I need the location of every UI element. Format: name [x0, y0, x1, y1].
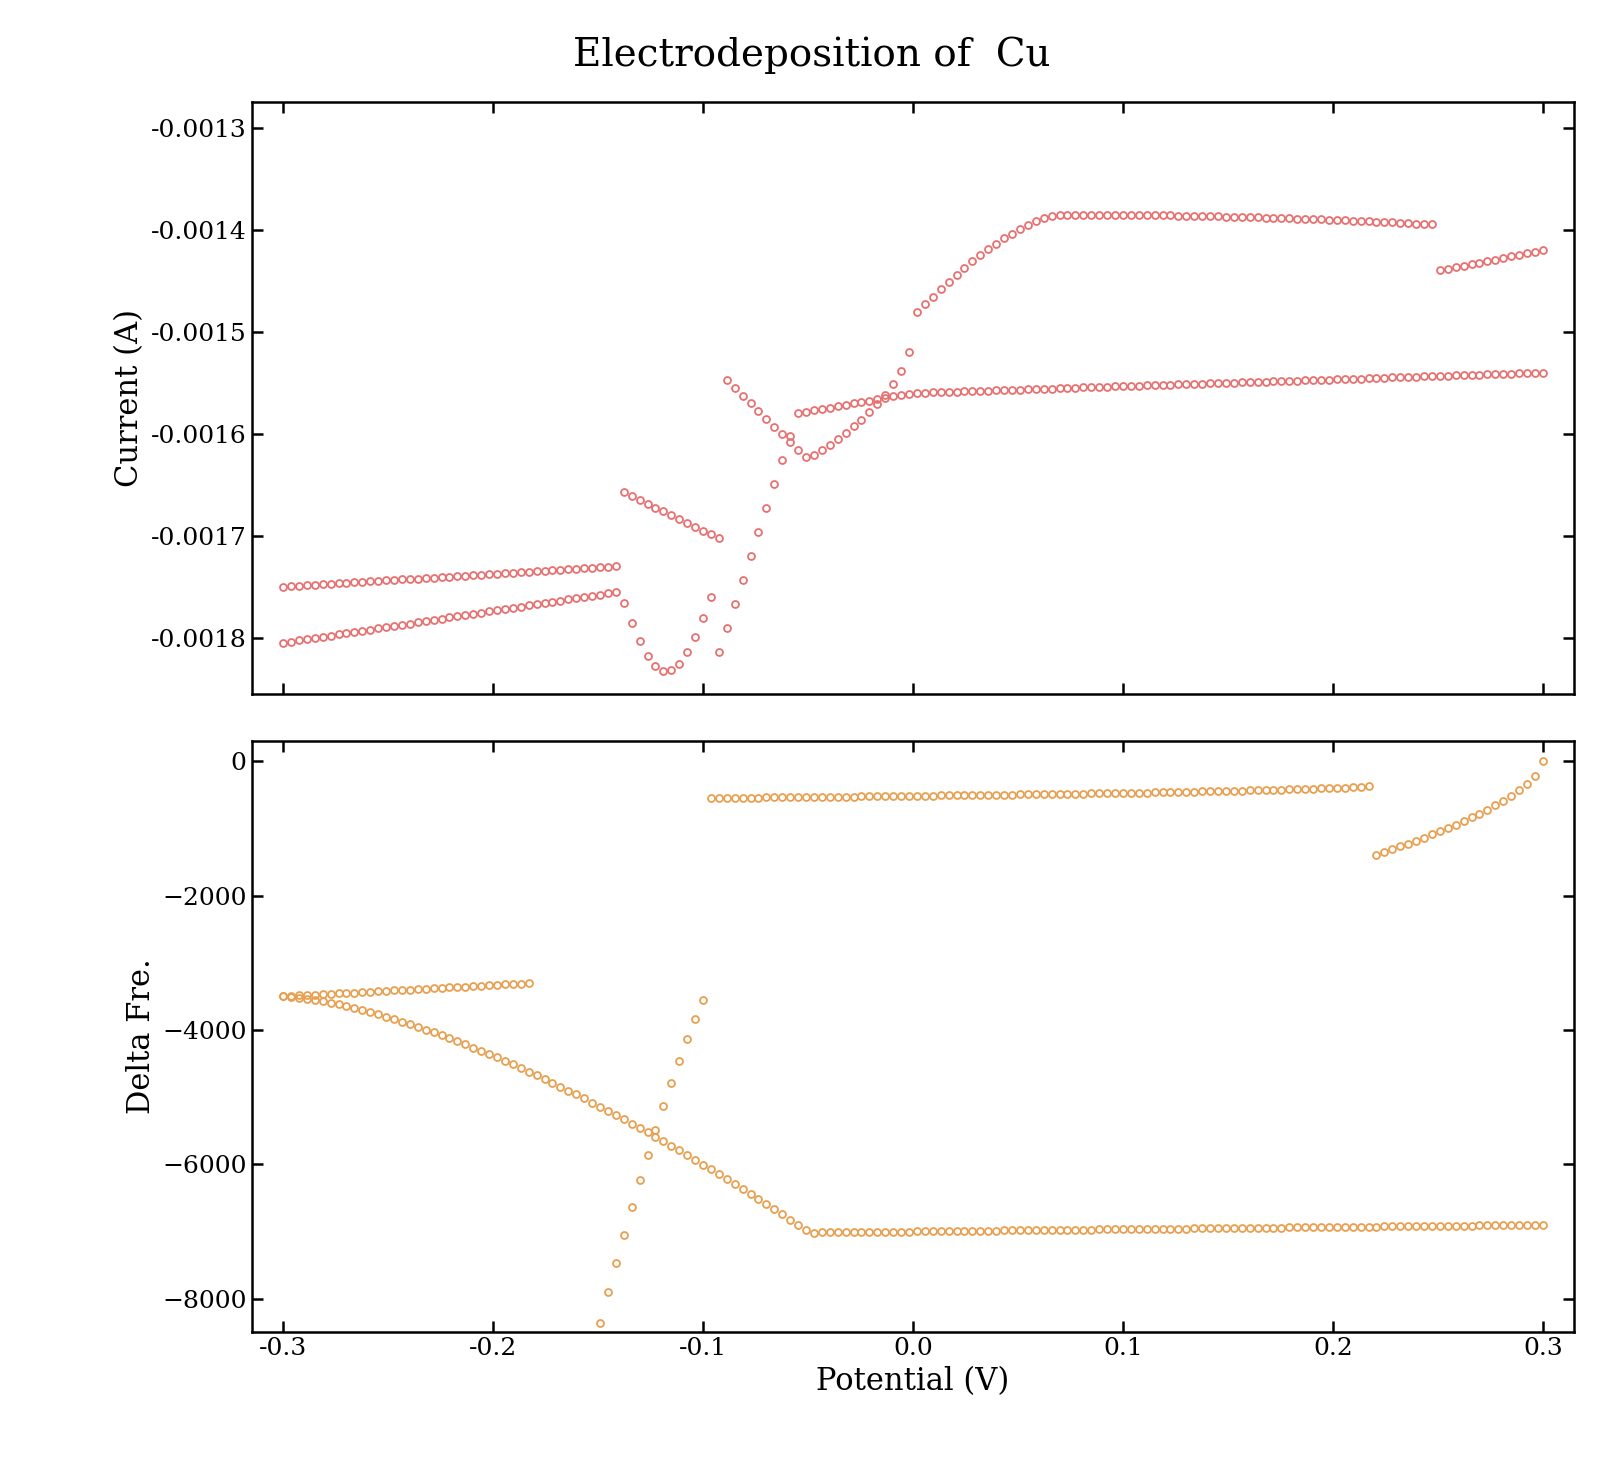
- Y-axis label: Delta Fre.: Delta Fre.: [125, 959, 157, 1114]
- X-axis label: Potential (V): Potential (V): [816, 1366, 1010, 1397]
- Text: Electrodeposition of  Cu: Electrodeposition of Cu: [573, 37, 1050, 75]
- Y-axis label: Current (A): Current (A): [114, 309, 146, 488]
